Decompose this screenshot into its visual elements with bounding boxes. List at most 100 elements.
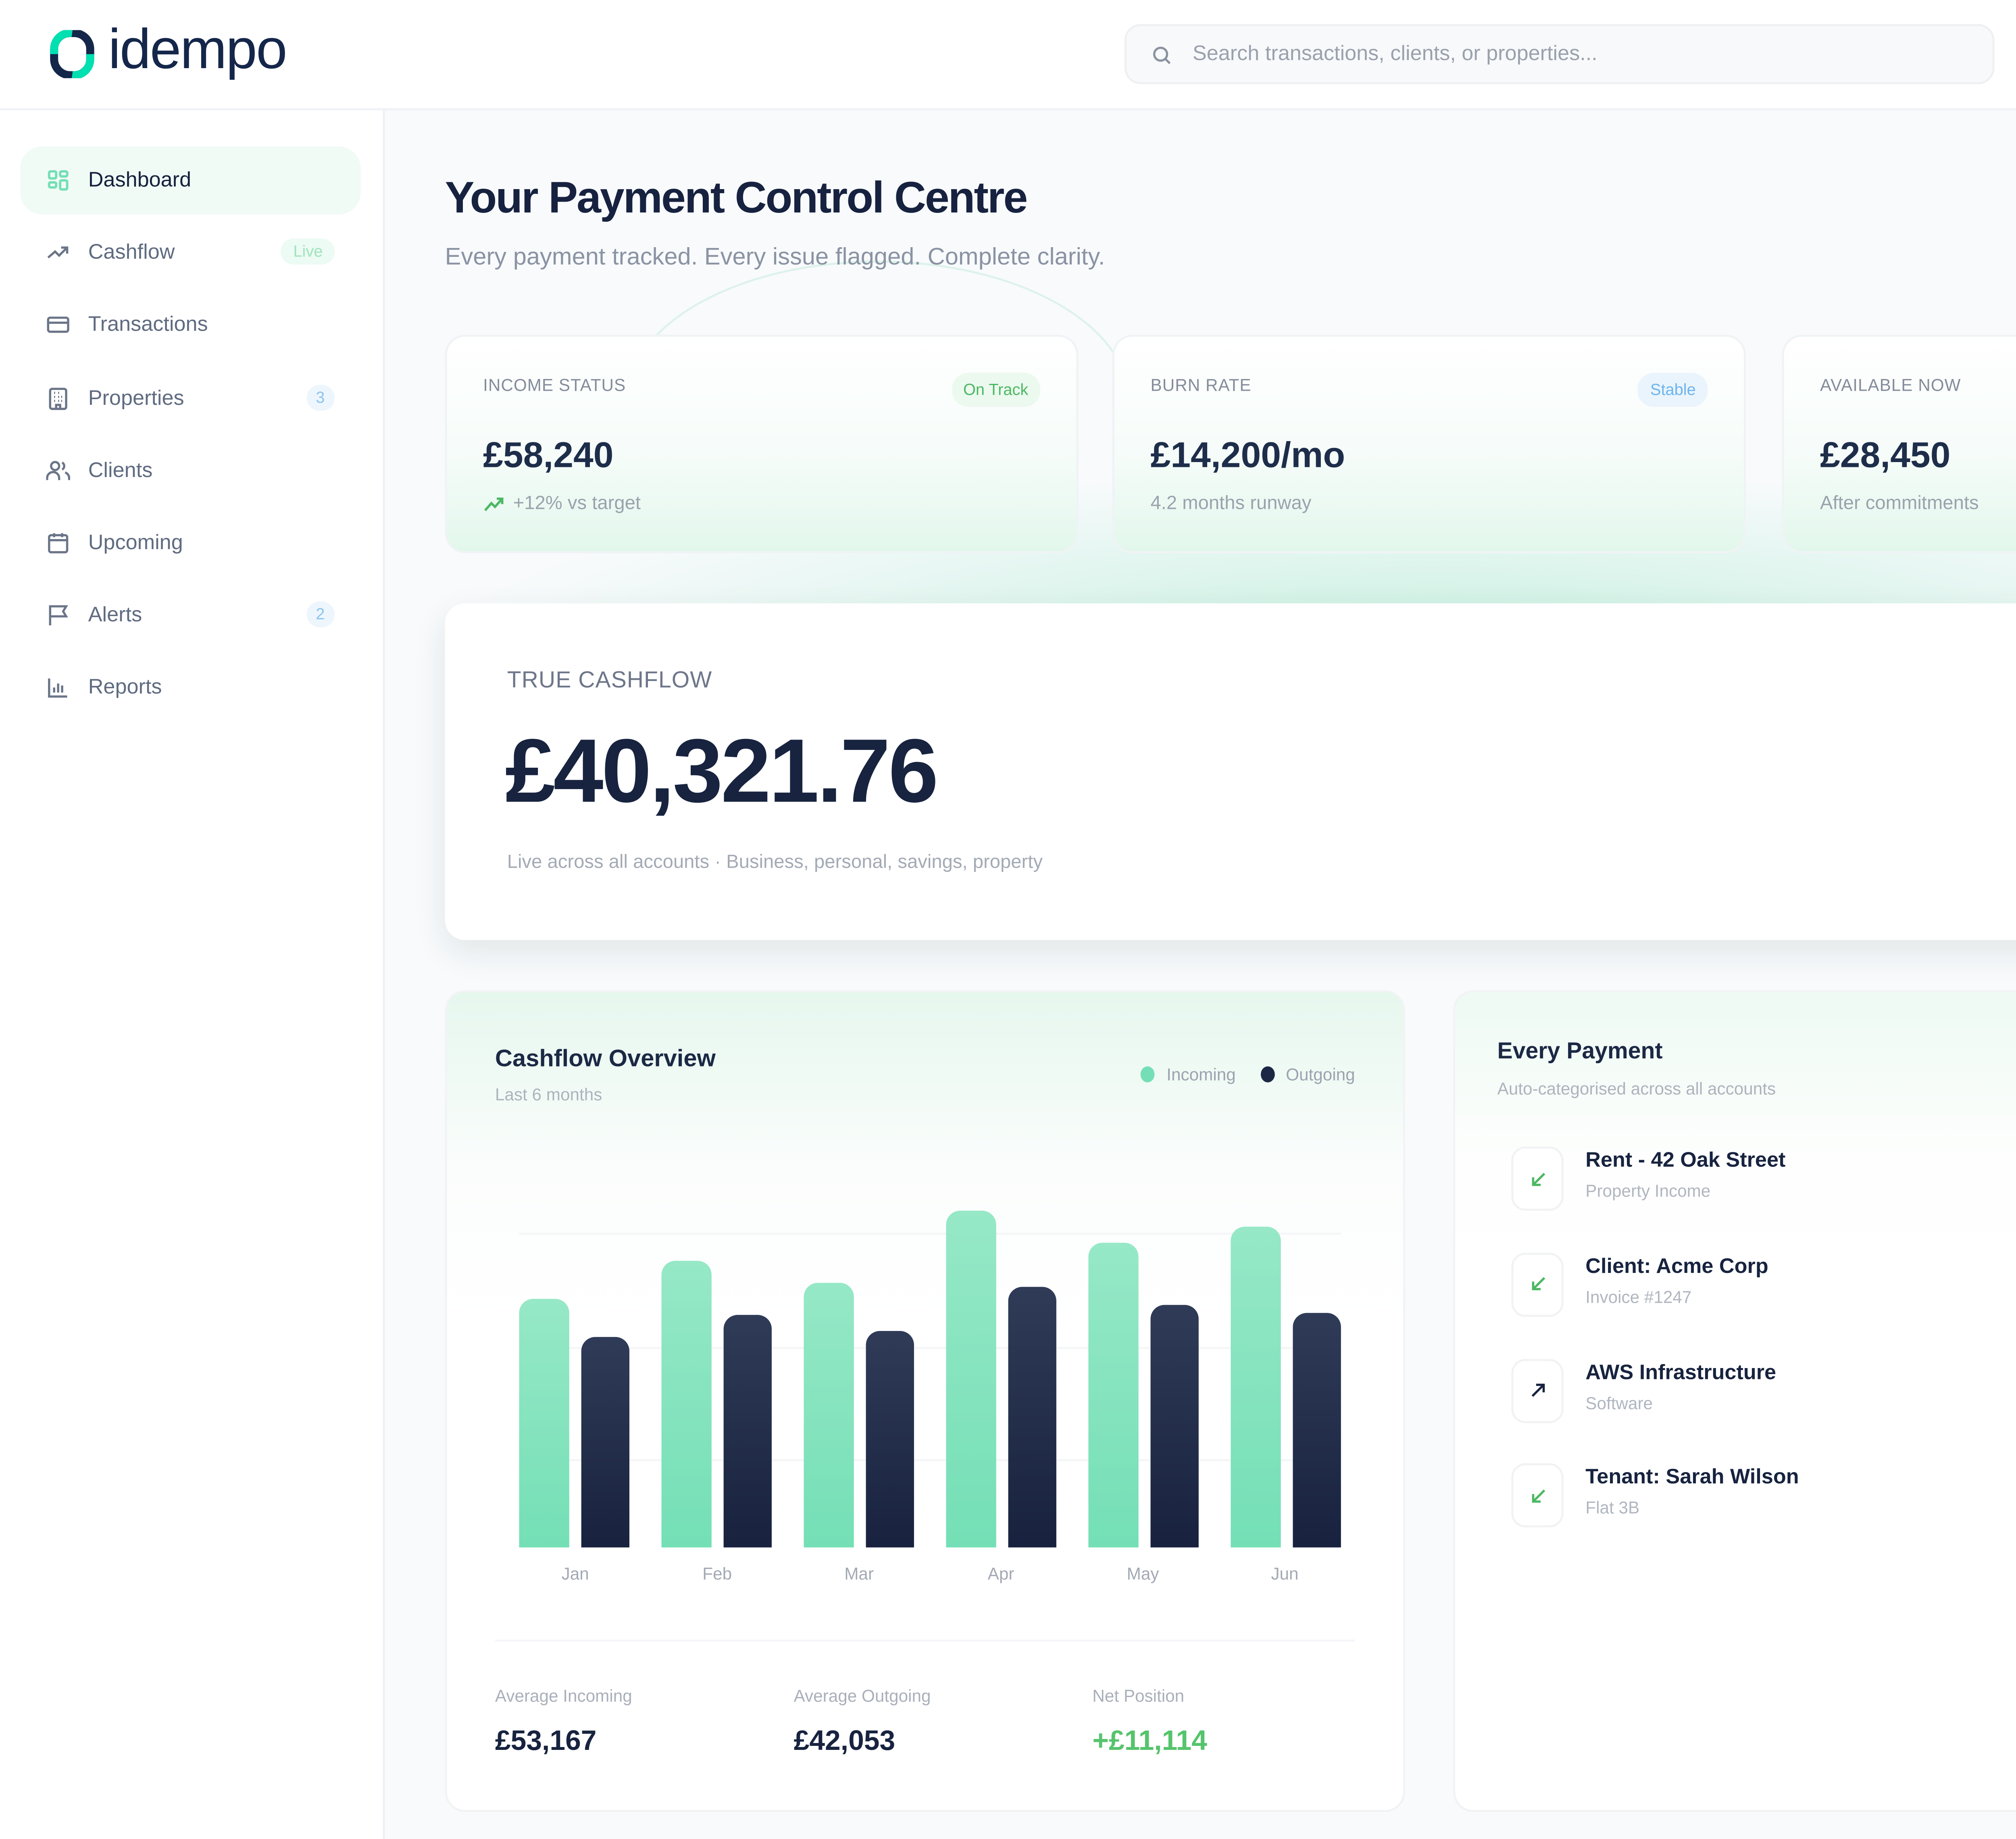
- sidebar-item-cashflow[interactable]: Cashflow Live: [20, 219, 361, 287]
- sidebar-item-dashboard[interactable]: Dashboard: [20, 146, 361, 215]
- gridline: [519, 1233, 1341, 1236]
- x-axis-label: Jun: [1271, 1563, 1299, 1584]
- sidebar-item-label: Properties: [88, 386, 184, 410]
- payment-name: Tenant: Sarah Wilson: [1585, 1466, 1799, 1490]
- page-title: Your Payment Control Centre: [445, 172, 1028, 223]
- grid-icon: [48, 170, 69, 191]
- stat-foot-text: +12% vs target: [513, 493, 641, 515]
- x-axis-labels: Jan Feb Mar Apr May Jun: [519, 1564, 1341, 1584]
- x-axis-label: Apr: [987, 1563, 1014, 1584]
- incoming-bar[interactable]: [661, 1260, 712, 1547]
- payment-category: Flat 3B: [1585, 1498, 1640, 1518]
- payment-row[interactable]: Tenant: Sarah Wilson Flat 3B +£1,200.00 …: [1511, 1464, 2016, 1570]
- sidebar-nav: Dashboard Cashflow Live Transactions Pro…: [20, 146, 361, 727]
- card-icon: [47, 317, 69, 334]
- logo-mark-icon: [50, 30, 94, 78]
- incoming-bar[interactable]: [1231, 1227, 1281, 1547]
- sidebar-item-label: Reports: [88, 676, 162, 700]
- stat-footnote: 4.2 months runway: [1150, 493, 1312, 515]
- logo[interactable]: idempo: [48, 21, 287, 82]
- sidebar-item-upcoming[interactable]: Upcoming: [20, 509, 361, 577]
- x-axis-label: May: [1127, 1563, 1159, 1584]
- summary-label: Net Position: [1092, 1685, 1185, 1706]
- chart-legend: Incoming Outgoing: [1140, 1064, 1355, 1084]
- payment-direction-box: [1511, 1358, 1564, 1422]
- outgoing-bar[interactable]: [866, 1332, 914, 1547]
- true-cashflow-label: TRUE CASHFLOW: [507, 669, 712, 694]
- bar-groups: [519, 1183, 1341, 1547]
- search-bar[interactable]: [1124, 24, 1995, 84]
- chart-summary: Average Incoming £53,167 Average Outgoin…: [495, 1686, 1391, 1756]
- legend-dot: [1260, 1066, 1274, 1083]
- incoming-bar[interactable]: [519, 1299, 569, 1547]
- bar-group-feb: [661, 1183, 772, 1547]
- sidebar-item-alerts[interactable]: Alerts 2: [20, 581, 361, 650]
- stat-value: £58,240: [483, 435, 614, 475]
- bar-chart: [519, 1183, 1341, 1547]
- divider: [495, 1639, 1355, 1642]
- sidebar-item-transactions[interactable]: Transactions: [20, 292, 361, 360]
- stat-value: £14,200/mo: [1150, 435, 1345, 475]
- x-axis-label: Mar: [844, 1563, 874, 1584]
- top-bar: idempo JD: [0, 0, 2016, 110]
- bar-group-may: [1088, 1183, 1199, 1547]
- outgoing-bar[interactable]: [1008, 1287, 1056, 1547]
- sidebar: Dashboard Cashflow Live Transactions Pro…: [0, 110, 385, 1839]
- stat-footnote: After commitments: [1820, 493, 1979, 515]
- incoming-bar[interactable]: [946, 1210, 996, 1547]
- outgoing-bar[interactable]: [1150, 1304, 1199, 1547]
- status-badge: Stable: [1638, 373, 1708, 407]
- incoming-bar[interactable]: [1088, 1243, 1139, 1547]
- logo-text: idempo: [108, 18, 287, 80]
- stat-value: £28,450: [1820, 435, 1951, 475]
- legend-incoming: Incoming: [1140, 1064, 1236, 1084]
- legend-outgoing: Outgoing: [1260, 1064, 1355, 1084]
- stat-label: AVAILABLE NOW: [1820, 375, 1961, 395]
- arrow-down-left-icon: [1531, 1172, 1544, 1185]
- status-badge: On Track: [951, 373, 1041, 407]
- live-badge: Live: [281, 239, 335, 265]
- outgoing-bar[interactable]: [1293, 1313, 1341, 1547]
- stat-footnote: +12% vs target: [483, 493, 641, 515]
- outgoing-bar[interactable]: [581, 1337, 629, 1547]
- summary-average-outgoing: Average Outgoing £42,053: [794, 1686, 1093, 1756]
- payment-name: Rent - 42 Oak Street: [1585, 1148, 1786, 1173]
- payment-direction-box: [1511, 1252, 1564, 1317]
- sidebar-item-label: Upcoming: [88, 531, 183, 555]
- payments-title: Every Payment: [1497, 1040, 1663, 1064]
- summary-net-position: Net Position +£11,114: [1092, 1686, 1391, 1756]
- payment-category: Software: [1585, 1392, 1653, 1412]
- summary-average-incoming: Average Incoming £53,167: [495, 1686, 794, 1756]
- bar-chart-icon: [48, 679, 67, 698]
- stat-card-burn-rate[interactable]: BURN RATE Stable £14,200/mo 4.2 months r…: [1112, 335, 1746, 554]
- payments-subtitle: Auto-categorised across all accounts: [1497, 1078, 1776, 1099]
- sidebar-item-clients[interactable]: Clients: [20, 437, 361, 505]
- every-payment-card: Every Payment Auto-categorised across al…: [1453, 990, 2016, 1812]
- stat-card-income-status[interactable]: INCOME STATUS On Track £58,240 +12% vs t…: [445, 335, 1079, 554]
- building-icon: [49, 387, 67, 409]
- incoming-bar[interactable]: [804, 1282, 854, 1547]
- x-axis-label: Jan: [561, 1563, 589, 1584]
- search-icon: [1153, 46, 1171, 63]
- payment-direction-box: [1511, 1146, 1564, 1211]
- payment-row[interactable]: Rent - 42 Oak Street Property Income +£2…: [1511, 1146, 2016, 1252]
- search-input[interactable]: [1192, 42, 1914, 67]
- summary-value: £53,167: [495, 1724, 597, 1756]
- payment-row[interactable]: AWS Infrastructure Software −£184.20 Cle…: [1511, 1358, 2016, 1464]
- arrow-down-left-icon: [1531, 1489, 1544, 1503]
- arrow-up-right-icon: [1531, 1384, 1544, 1397]
- summary-label: Average Incoming: [495, 1685, 632, 1706]
- sidebar-item-properties[interactable]: Properties 3: [20, 364, 361, 432]
- trend-up-icon: [484, 497, 504, 511]
- payment-row[interactable]: Client: Acme Corp Invoice #1247 +£1,850.…: [1511, 1252, 2016, 1358]
- payment-name: AWS Infrastructure: [1585, 1360, 1776, 1385]
- chart-subtitle: Last 6 months: [495, 1084, 602, 1105]
- stat-card-available-now[interactable]: AVAILABLE NOW Safe to Spend £28,450 Afte…: [1782, 335, 2016, 554]
- gridline: [519, 1460, 1341, 1462]
- true-cashflow-card: TRUE CASHFLOW £40,321.76 Live across all…: [445, 603, 2016, 940]
- cashflow-overview-card: Cashflow Overview Last 6 months Incoming…: [445, 990, 1405, 1812]
- sidebar-item-reports[interactable]: Reports: [20, 654, 361, 722]
- outgoing-bar[interactable]: [723, 1315, 772, 1547]
- bar-group-jun: [1231, 1183, 1341, 1547]
